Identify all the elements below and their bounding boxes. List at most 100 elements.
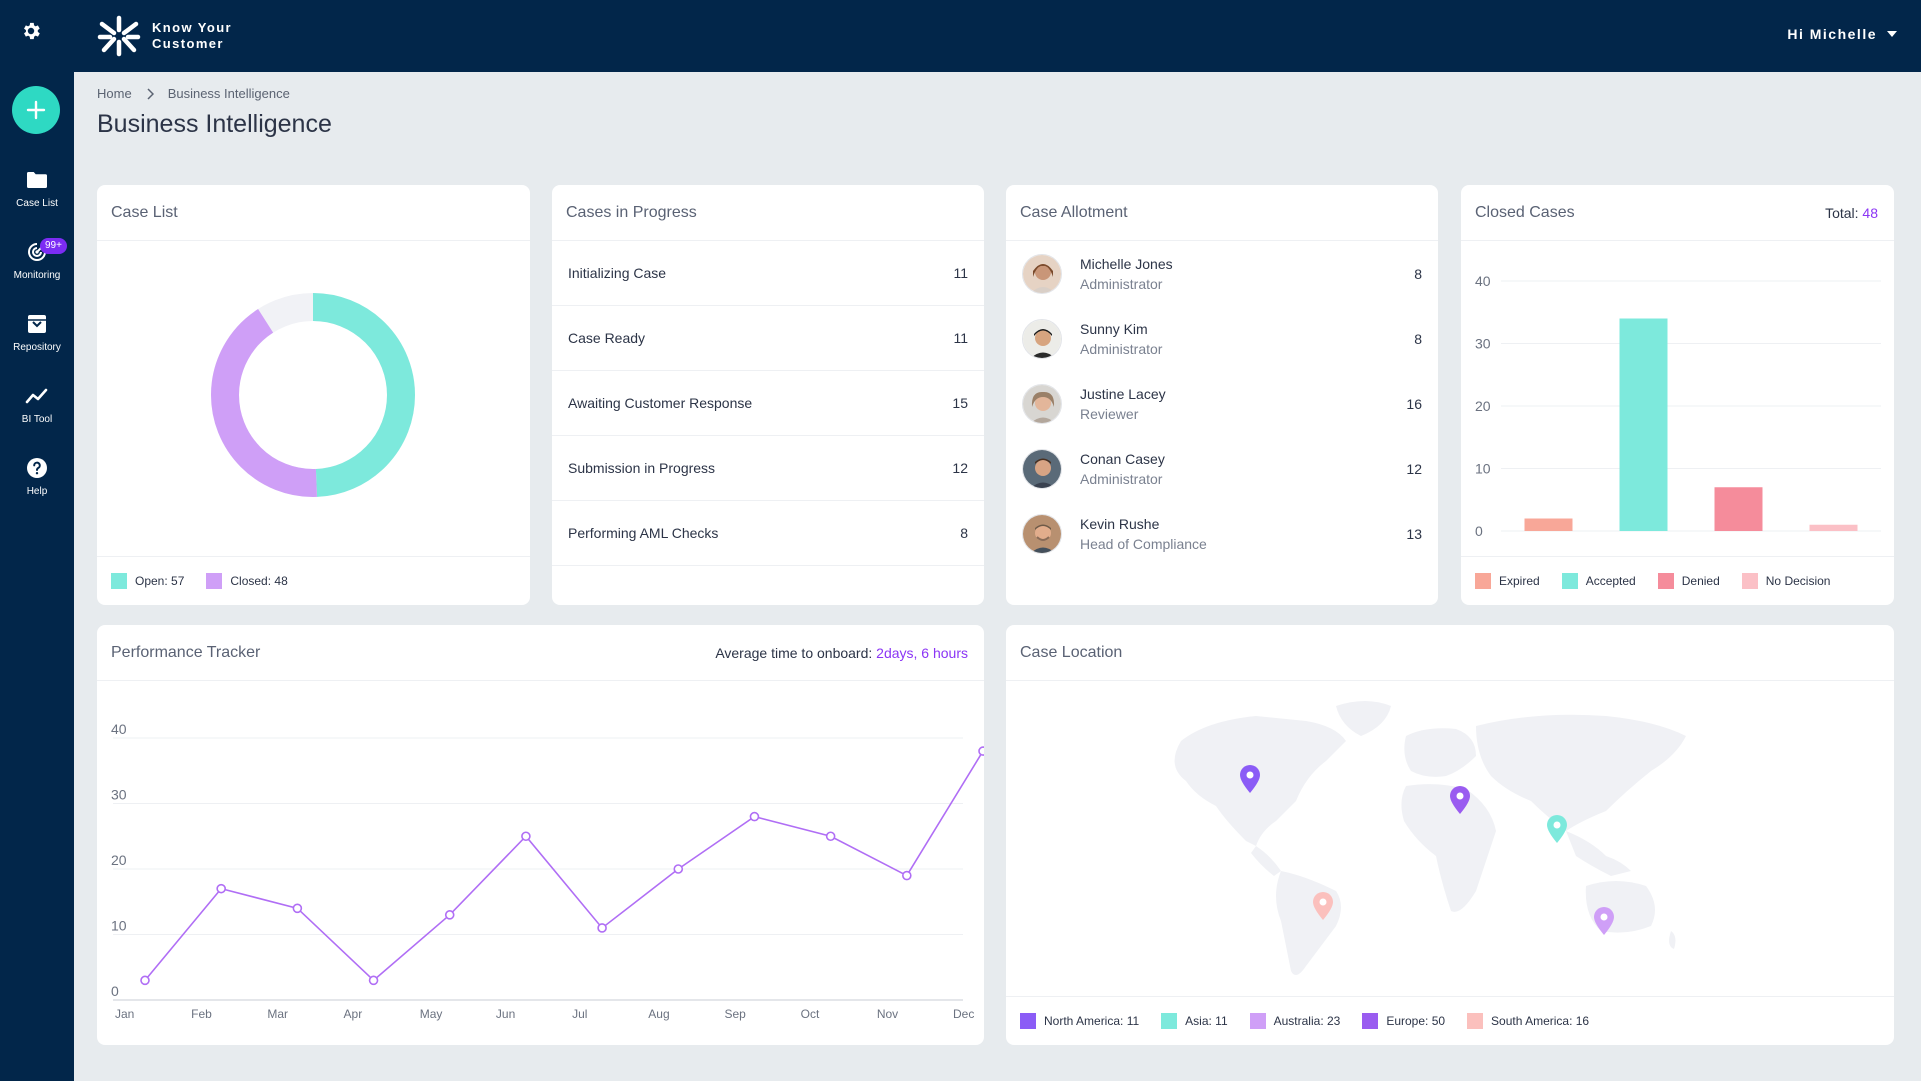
map-pin-south-america[interactable]: [1313, 892, 1333, 920]
performance-line-chart: 0 10 20 30 40 Jan Feb Mar Apr May Jun Jul Aug Sep Oct N…: [111, 721, 984, 1021]
legend-swatch: [206, 573, 223, 589]
data-point-dec[interactable]: [978, 746, 984, 756]
breadcrumb-current: Business Intelligence: [167, 86, 290, 101]
person-role: Administrator: [1080, 340, 1163, 357]
avg-label: Average time to onboard:: [715, 644, 873, 661]
new-zealand-shape: [1669, 931, 1676, 949]
data-point-apr[interactable]: [368, 975, 379, 986]
top-bar: Know Your Customer Hi Michelle: [0, 0, 1921, 72]
data-point-jul[interactable]: [597, 923, 607, 933]
north-america-shape: [1174, 716, 1346, 846]
row-count: 11: [953, 265, 968, 281]
sidebar: Case List 99+ Monitoring Repository BI T…: [0, 72, 74, 1081]
legend-label: Accepted: [1585, 574, 1636, 588]
list-item[interactable]: Case Ready 11: [552, 306, 984, 371]
legend-label: Denied: [1681, 574, 1720, 588]
donut-slice-open[interactable]: [211, 293, 415, 497]
chart-legend: North America: 11 Asia: 11 Australia: 23 Eu…: [1020, 1013, 1589, 1029]
case-list-donut: [211, 293, 415, 497]
data-point-mar[interactable]: [292, 903, 303, 914]
legend-item: No Decision: [1741, 573, 1830, 589]
map-pin-north-america[interactable]: [1240, 765, 1260, 793]
list-item[interactable]: Awaiting Customer Response 15: [552, 371, 984, 436]
legend-label: Closed: 48: [230, 574, 288, 588]
list-item[interactable]: Conan Casey Administrator 12: [1006, 436, 1438, 501]
card-title: Performance Tracker: [111, 643, 261, 661]
card-title: Case Allotment: [1020, 203, 1128, 221]
list-item[interactable]: Justine Lacey Reviewer 16: [1006, 371, 1438, 436]
list-item[interactable]: Initializing Case 11: [552, 241, 984, 306]
row-count: 13: [1406, 525, 1422, 542]
brand-name: Know Your Customer: [152, 20, 242, 52]
row-label: Case Ready: [568, 330, 646, 346]
legend-label: Asia: 11: [1185, 1014, 1228, 1028]
y-tick-label: 20: [111, 852, 127, 868]
data-point-sep[interactable]: [749, 811, 760, 822]
row-count: 8: [960, 525, 968, 541]
bar-accepted[interactable]: [1619, 318, 1668, 532]
data-point-nov[interactable]: [902, 870, 912, 881]
list-item[interactable]: Sunny Kim Administrator 8: [1006, 306, 1438, 371]
legend-swatch: [1467, 1013, 1484, 1029]
greeting: Hi Michelle: [1787, 26, 1877, 42]
y-tick-label: 20: [1475, 398, 1491, 414]
cases-in-progress-card: Cases in Progress Initializing Case 11 Ca…: [552, 185, 984, 605]
data-point-jan[interactable]: [140, 975, 150, 986]
bar-no-decision[interactable]: [1809, 524, 1858, 531]
add-button[interactable]: [12, 86, 60, 134]
sidebar-item-monitoring[interactable]: 99+ Monitoring: [0, 238, 74, 300]
case-allotment-card: Case Allotment Michelle Jones Administrat…: [1006, 185, 1438, 605]
x-tick-label: Jun: [496, 1007, 515, 1021]
row-label: Initializing Case: [568, 265, 667, 281]
data-point-feb[interactable]: [216, 883, 226, 894]
gear-icon[interactable]: [20, 20, 42, 42]
notification-badge: 99+: [40, 238, 67, 254]
legend-item-closed: Closed: 48: [206, 573, 288, 589]
list-item[interactable]: Michelle Jones Administrator 8: [1006, 241, 1438, 306]
legend-label: Expired: [1499, 574, 1540, 588]
data-point-may[interactable]: [444, 910, 455, 920]
legend-label: Australia: 23: [1273, 1014, 1341, 1028]
list-item[interactable]: Performing AML Checks 8: [552, 501, 984, 566]
southeast-asia-shape: [1566, 831, 1631, 876]
plus-icon: [26, 100, 46, 120]
sidebar-item-help[interactable]: Help: [0, 456, 74, 516]
legend-swatch: [1362, 1013, 1379, 1029]
list-item[interactable]: Kevin Rushe Head of Compliance 13: [1006, 501, 1438, 566]
legend-item: South America: 16: [1467, 1013, 1589, 1029]
map-pin-australia[interactable]: [1594, 907, 1614, 935]
folder-icon: [27, 172, 47, 189]
data-point-oct[interactable]: [825, 831, 836, 842]
avatar: [1022, 318, 1062, 359]
data-point-aug[interactable]: [673, 864, 684, 874]
person-role: Administrator: [1080, 470, 1163, 487]
help-icon: [27, 458, 47, 478]
row-count: 12: [952, 460, 968, 476]
chevron-down-icon: [1887, 31, 1897, 37]
list-item[interactable]: Submission in Progress 12: [552, 436, 984, 501]
x-tick-label: Jul: [572, 1007, 587, 1021]
legend-item-open: Open: 57: [111, 573, 184, 589]
breadcrumb-home[interactable]: Home: [97, 86, 132, 101]
brand-line-2: Customer: [152, 36, 224, 51]
bar-denied[interactable]: [1714, 487, 1763, 531]
total-label: Total:: [1825, 204, 1859, 221]
sidebar-item-repository[interactable]: Repository: [0, 312, 74, 372]
sidebar-item-bi-tool[interactable]: BI Tool: [0, 384, 74, 444]
y-tick-label: 0: [111, 983, 119, 999]
sidebar-item-case-list[interactable]: Case List: [0, 168, 74, 228]
x-tick-label: Mar: [267, 1007, 288, 1021]
brand[interactable]: Know Your Customer: [96, 14, 242, 58]
user-menu[interactable]: Hi Michelle: [1787, 26, 1897, 42]
legend-swatch: [1741, 573, 1758, 589]
donut-slice-closed[interactable]: [211, 293, 415, 497]
row-count: 15: [952, 395, 968, 411]
divider: [97, 556, 530, 557]
bar-expired[interactable]: [1524, 518, 1573, 532]
legend-swatch: [1561, 573, 1578, 589]
person-name: Sunny Kim: [1080, 320, 1148, 337]
data-point-jun[interactable]: [521, 831, 531, 842]
map-pin-europe[interactable]: [1450, 786, 1470, 814]
map-pin-asia[interactable]: [1547, 815, 1567, 843]
divider: [1461, 556, 1894, 557]
